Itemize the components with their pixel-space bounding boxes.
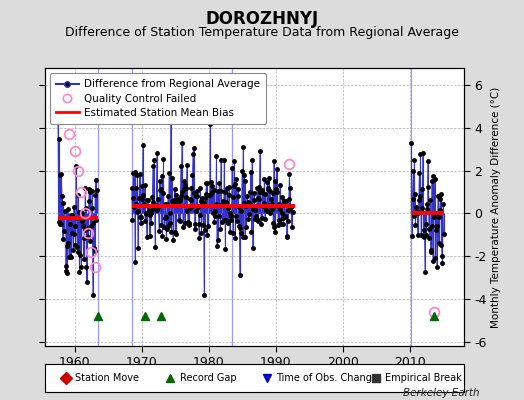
Text: Berkeley Earth: Berkeley Earth: [403, 388, 479, 398]
Legend: Difference from Regional Average, Quality Control Failed, Estimated Station Mean: Difference from Regional Average, Qualit…: [50, 73, 266, 124]
Y-axis label: Monthly Temperature Anomaly Difference (°C): Monthly Temperature Anomaly Difference (…: [490, 86, 501, 328]
Text: Time of Obs. Change: Time of Obs. Change: [276, 373, 378, 383]
Text: Empirical Break: Empirical Break: [385, 373, 462, 383]
Text: Difference of Station Temperature Data from Regional Average: Difference of Station Temperature Data f…: [65, 26, 459, 39]
Text: DOROZHNYJ: DOROZHNYJ: [205, 10, 319, 28]
Text: Record Gap: Record Gap: [180, 373, 236, 383]
Text: Station Move: Station Move: [75, 373, 139, 383]
